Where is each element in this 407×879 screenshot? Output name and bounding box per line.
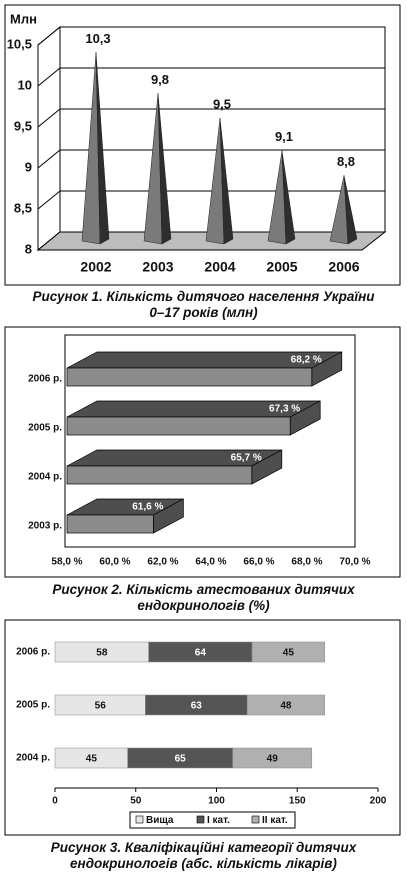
value-label: 10,3 bbox=[85, 31, 110, 46]
x-tick-label: 2005 bbox=[266, 259, 297, 275]
x-tick-label: 200 bbox=[370, 796, 387, 807]
value-label: 63 bbox=[191, 701, 203, 712]
frame bbox=[4, 4, 401, 286]
value-label: 9,5 bbox=[213, 96, 231, 111]
bar-segment bbox=[246, 694, 325, 716]
y-tick-label: 2006 р. bbox=[16, 647, 50, 658]
caption: Рисунок 2. Кількість атестованих дитячих… bbox=[52, 582, 355, 613]
y-tick-label: 10,5 bbox=[7, 36, 32, 51]
bar bbox=[66, 465, 253, 485]
legend-label: ІІ кат. bbox=[262, 815, 288, 826]
x-tick-label: 60,0 % bbox=[99, 557, 130, 568]
y-tick-label: 10 bbox=[18, 77, 32, 92]
grid-line-side bbox=[37, 67, 61, 87]
y-tick-label: 2006 р. bbox=[28, 374, 62, 385]
y-tick-label: 2004 р. bbox=[16, 753, 50, 764]
side-wall bbox=[37, 25, 61, 252]
x-tick-label: 70,0 % bbox=[339, 557, 370, 568]
value-label: 58 bbox=[96, 648, 108, 659]
y-tick-label: 9,5 bbox=[14, 118, 32, 133]
x-tick-label: 100 bbox=[208, 796, 225, 807]
value-label: 65 bbox=[175, 754, 187, 765]
cone-shade bbox=[95, 52, 110, 245]
x-tick-label: 58,0 % bbox=[51, 557, 82, 568]
x-tick-label: 50 bbox=[130, 796, 142, 807]
value-label: 45 bbox=[86, 754, 98, 765]
value-label: 49 bbox=[267, 754, 279, 765]
x-tick-label: 0 bbox=[52, 796, 58, 807]
value-label: 65,7 % bbox=[231, 453, 262, 464]
x-tick-label: 2003 bbox=[142, 259, 173, 275]
value-label: 45 bbox=[283, 648, 295, 659]
x-tick-label: 68,0 % bbox=[291, 557, 322, 568]
value-label: 64 bbox=[195, 648, 207, 659]
caption: Рисунок 1. Кількість дитячого населення … bbox=[32, 289, 375, 320]
frame bbox=[4, 619, 401, 836]
bar bbox=[66, 416, 291, 436]
caption: Рисунок 3. Кваліфікаційні категорії дитя… bbox=[50, 840, 357, 871]
value-label: 9,8 bbox=[151, 72, 169, 87]
value-label: 61,6 % bbox=[132, 502, 163, 513]
value-label: 8,8 bbox=[337, 154, 355, 169]
x-tick-label: 64,0 % bbox=[195, 557, 226, 568]
cone-shade bbox=[343, 175, 358, 245]
legend-swatch bbox=[135, 815, 144, 824]
grid-line-side bbox=[37, 190, 61, 210]
y-tick-label: 9 bbox=[25, 159, 32, 174]
legend-swatch bbox=[196, 815, 205, 824]
value-label: 9,1 bbox=[275, 129, 293, 144]
value-label: 68,2 % bbox=[291, 355, 322, 366]
y-tick-label: 8 bbox=[25, 241, 32, 256]
legend-label: І кат. bbox=[207, 815, 230, 826]
x-tick-label: 2006 bbox=[328, 259, 359, 275]
cone-shade bbox=[281, 150, 296, 245]
y-tick-label: 2005 р. bbox=[16, 700, 50, 711]
value-label: 48 bbox=[280, 701, 292, 712]
bar bbox=[66, 367, 313, 387]
grid-line-side bbox=[37, 26, 61, 46]
y-tick-label: 2003 р. bbox=[28, 521, 62, 532]
y-tick-label: 2004 р. bbox=[28, 472, 62, 483]
bar-segment bbox=[232, 747, 313, 769]
bar-segment bbox=[251, 641, 325, 663]
x-tick-label: 66,0 % bbox=[243, 557, 274, 568]
x-tick-label: 62,0 % bbox=[147, 557, 178, 568]
y-tick-label: 2005 р. bbox=[28, 423, 62, 434]
grid-line-side bbox=[37, 108, 61, 128]
value-label: 56 bbox=[95, 701, 107, 712]
cone-shade bbox=[219, 117, 234, 245]
grid-line-side bbox=[37, 149, 61, 169]
x-tick-label: 2002 bbox=[80, 259, 111, 275]
bar bbox=[66, 514, 154, 534]
cone-shade bbox=[157, 93, 172, 245]
legend-label: Вища bbox=[146, 815, 174, 826]
x-tick-label: 2004 bbox=[204, 259, 235, 275]
legend-swatch bbox=[251, 815, 260, 824]
y-axis-label: Млн bbox=[10, 11, 37, 26]
value-label: 67,3 % bbox=[269, 404, 300, 415]
y-tick-label: 8,5 bbox=[14, 200, 32, 215]
x-tick-label: 150 bbox=[289, 796, 306, 807]
frame bbox=[4, 326, 401, 578]
